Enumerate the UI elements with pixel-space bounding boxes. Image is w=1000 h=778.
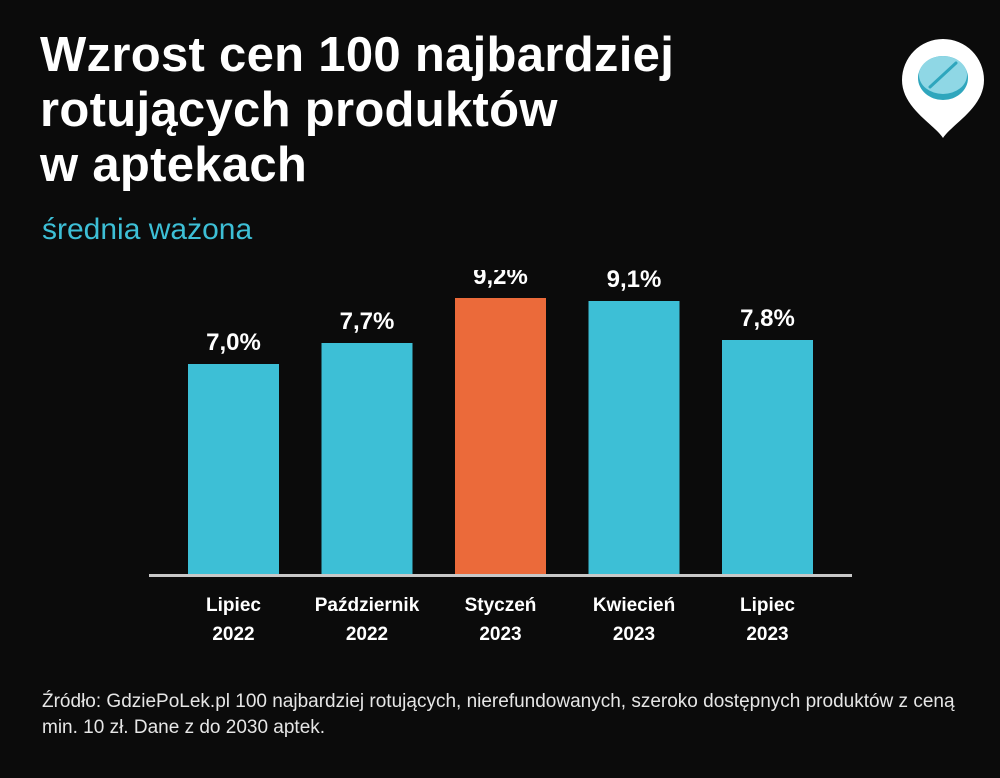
bar-4 <box>588 301 680 574</box>
bar-chart: 7,0% Lipiec 2022 7,7% Październik 2022 9,2% Sty… <box>149 270 852 645</box>
source-note: Źródło: GdziePoLek.pl 100 najbardziej ro… <box>42 691 955 738</box>
bar-2 <box>321 343 413 574</box>
data-label-1: 7,0% <box>206 329 261 356</box>
chart-subtitle: średnia ważona <box>42 213 253 246</box>
x-tick-label-4-line-2: 2023 <box>613 624 655 645</box>
data-label-5: 7,8% <box>740 305 795 332</box>
chart-title: Wzrost cen 100 najbardziej rotujących pr… <box>40 28 800 193</box>
pill-score-line <box>928 61 958 89</box>
x-tick-label-3-line-2: 2023 <box>479 624 521 645</box>
bar-1 <box>188 364 279 574</box>
x-tick-label-5-line-2: 2023 <box>746 624 788 645</box>
x-tick-label-2-line-1: Październik <box>315 595 420 616</box>
x-tick-label-1-line-1: Lipiec <box>206 595 261 616</box>
x-tick-label-1-line-2: 2022 <box>212 624 254 645</box>
pill-map-pin-icon <box>902 39 984 138</box>
data-label-2: 7,7% <box>340 308 395 335</box>
bar-3 <box>455 298 546 574</box>
x-tick-label-4-line-1: Kwiecień <box>593 595 675 616</box>
x-tick-label-2-line-2: 2022 <box>346 624 388 645</box>
bar-5 <box>722 340 813 574</box>
data-label-3: 9,2% <box>473 270 528 290</box>
x-tick-label-5-line-1: Lipiec <box>740 595 795 616</box>
title-line-2: rotujących produktów <box>40 83 558 137</box>
title-line-1: Wzrost cen 100 najbardziej <box>40 28 675 82</box>
data-label-4: 9,1% <box>607 270 662 293</box>
title-line-3: w aptekach <box>40 138 308 192</box>
x-tick-label-3-line-1: Styczeń <box>465 595 537 616</box>
